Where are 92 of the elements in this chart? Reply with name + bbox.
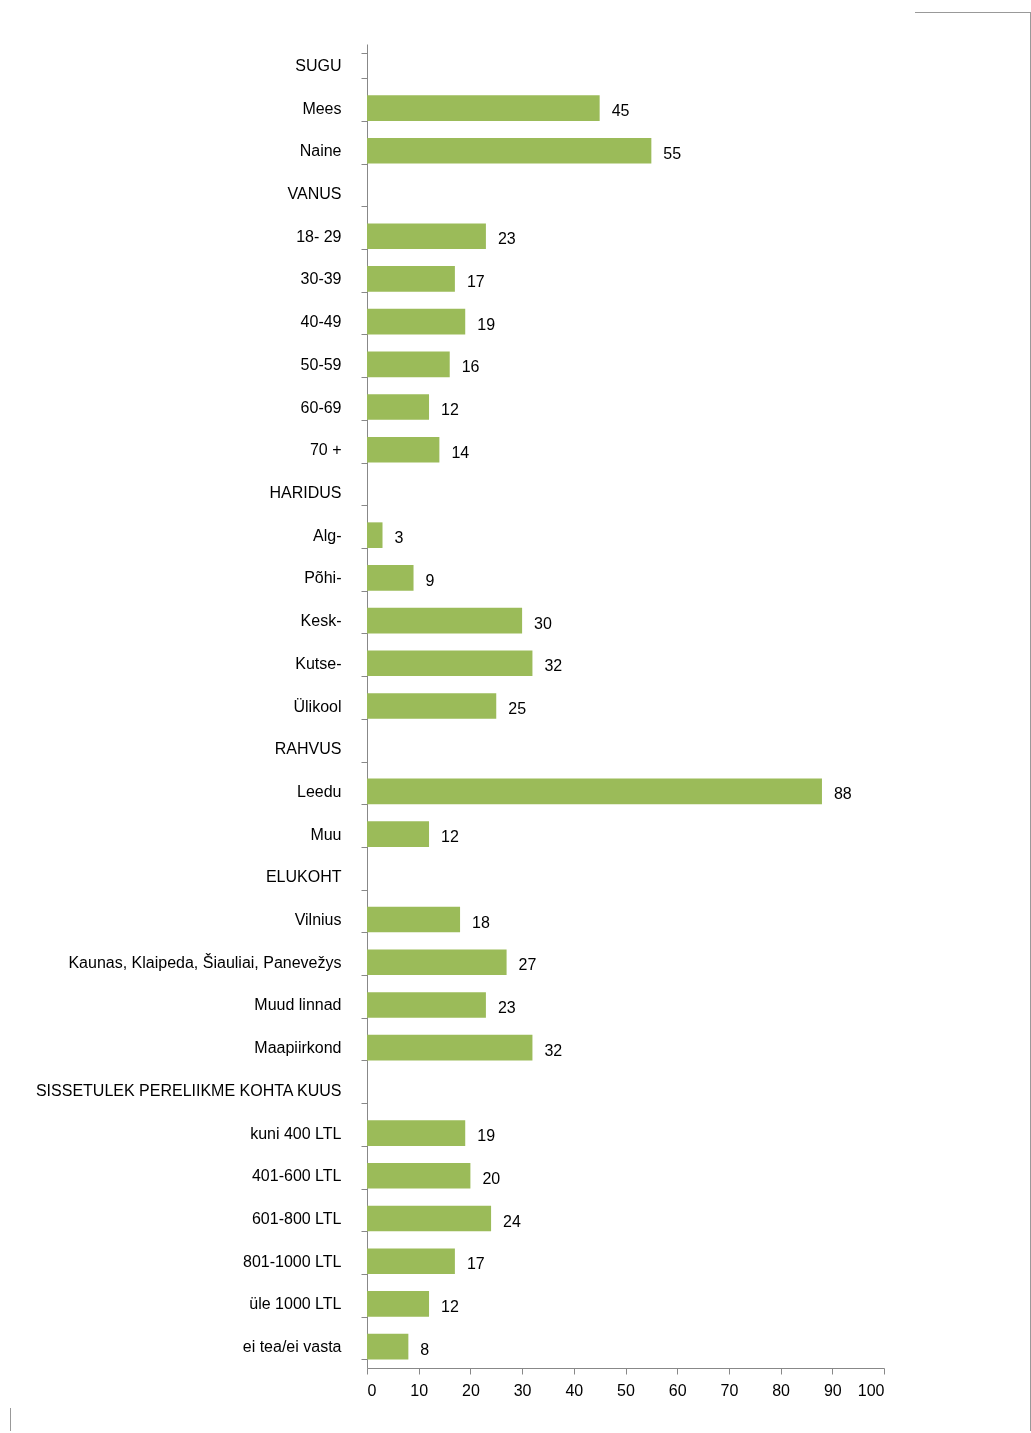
bar — [367, 436, 440, 463]
data-label: 18 — [472, 913, 490, 931]
y-tick-label: Kutse- — [295, 654, 342, 672]
y-tick-label: ELUKOHT — [265, 868, 342, 886]
data-label: 24 — [503, 1212, 521, 1230]
y-tick-label: Põhi- — [304, 569, 342, 587]
bar — [367, 394, 430, 420]
bar — [367, 1291, 430, 1317]
y-tick-label: Naine — [299, 142, 342, 160]
bar — [367, 1120, 466, 1146]
data-label: 45 — [611, 102, 630, 120]
bar — [367, 906, 461, 933]
y-tick-label: Leedu — [297, 782, 342, 800]
bar — [367, 95, 600, 121]
data-label: 25 — [508, 700, 527, 717]
y-tick-label: 801-1000 LTL — [243, 1252, 342, 1270]
bar — [367, 266, 455, 292]
y-tick-label: RAHVUS — [274, 740, 342, 758]
bar — [367, 650, 533, 677]
bar — [367, 137, 652, 164]
bar — [367, 821, 430, 847]
data-label: 27 — [518, 956, 537, 974]
bar — [367, 1248, 455, 1275]
y-tick-label: 40-49 — [300, 313, 342, 331]
x-tick-label: 30 — [513, 1381, 532, 1399]
bar — [367, 1333, 409, 1360]
x-tick-label: 70 — [720, 1381, 739, 1399]
data-label: 55 — [663, 144, 682, 162]
data-label: 88 — [833, 785, 852, 803]
data-label: 19 — [477, 315, 496, 333]
y-tick-label: 50-59 — [300, 355, 342, 373]
y-tick-label: VANUS — [287, 184, 342, 202]
y-tick-label: Mees — [302, 99, 342, 117]
y-tick-label: 18- 29 — [296, 227, 342, 245]
bar — [367, 351, 450, 378]
x-tick-label: 40 — [565, 1381, 584, 1399]
bar — [367, 1034, 533, 1061]
x-tick-label: 20 — [462, 1381, 480, 1399]
data-label: 30 — [534, 614, 552, 632]
data-label: 12 — [441, 401, 459, 419]
data-label: 32 — [544, 657, 563, 675]
data-label: 20 — [482, 1169, 501, 1187]
x-tick-label: 10 — [410, 1381, 429, 1399]
bar — [367, 992, 486, 1018]
y-tick-label: Alg- — [313, 526, 342, 544]
bar — [367, 522, 383, 548]
bar — [367, 949, 507, 976]
data-label: 23 — [497, 230, 516, 248]
data-label: 9 — [425, 571, 435, 589]
bar — [367, 693, 497, 719]
y-tick-label: Muu — [310, 825, 342, 843]
x-tick-label: 80 — [772, 1381, 791, 1399]
y-tick-label: 60-69 — [300, 398, 342, 416]
x-tick-label: 90 — [823, 1381, 842, 1399]
y-tick-label: HARIDUS — [269, 483, 342, 501]
data-label: 19 — [477, 1127, 496, 1145]
bar — [367, 223, 486, 250]
data-label: 14 — [451, 443, 470, 461]
y-tick-label: Maapiirkond — [254, 1039, 342, 1057]
data-label: 17 — [466, 1255, 485, 1273]
y-tick-label: 401-600 LTL — [251, 1167, 342, 1185]
data-label: 32 — [544, 1041, 563, 1059]
y-tick-label: Kesk- — [300, 612, 342, 630]
y-tick-label: 70 + — [309, 441, 342, 459]
x-tick-label: 0 — [367, 1381, 377, 1399]
y-tick-label: kuni 400 LTL — [250, 1124, 342, 1142]
x-tick-label: 50 — [617, 1381, 635, 1399]
y-tick-label: Muud linnad — [254, 996, 342, 1014]
bar — [367, 565, 414, 591]
y-tick-label: ei tea/ei vasta — [242, 1338, 342, 1356]
data-label: 8 — [420, 1340, 430, 1358]
y-tick-label: Vilnius — [294, 911, 342, 929]
y-tick-label: Ülikool — [293, 697, 342, 715]
data-label: 3 — [394, 529, 404, 547]
x-tick-label: 100 — [857, 1381, 885, 1399]
bar — [367, 1205, 492, 1232]
bar — [367, 778, 822, 805]
bar — [367, 1162, 471, 1189]
data-label: 16 — [461, 358, 480, 376]
data-label: 12 — [441, 828, 459, 846]
y-tick-label: 30-39 — [300, 270, 342, 288]
x-tick-label: 60 — [668, 1381, 687, 1399]
bar — [367, 607, 523, 634]
y-tick-label: SISSETULEK PERELIIKME KOHTA KUUS — [35, 1081, 342, 1099]
y-tick-label: Kaunas, Klaipeda, Šiauliai, Panevežys — [68, 952, 342, 971]
data-label: 12 — [441, 1297, 459, 1315]
data-label: 17 — [466, 272, 485, 290]
bar — [367, 308, 466, 335]
data-label: 23 — [497, 998, 516, 1016]
y-tick-label: üle 1000 LTL — [249, 1295, 342, 1313]
y-tick-label: 601-800 LTL — [251, 1210, 342, 1228]
y-tick-label: SUGU — [295, 56, 342, 74]
